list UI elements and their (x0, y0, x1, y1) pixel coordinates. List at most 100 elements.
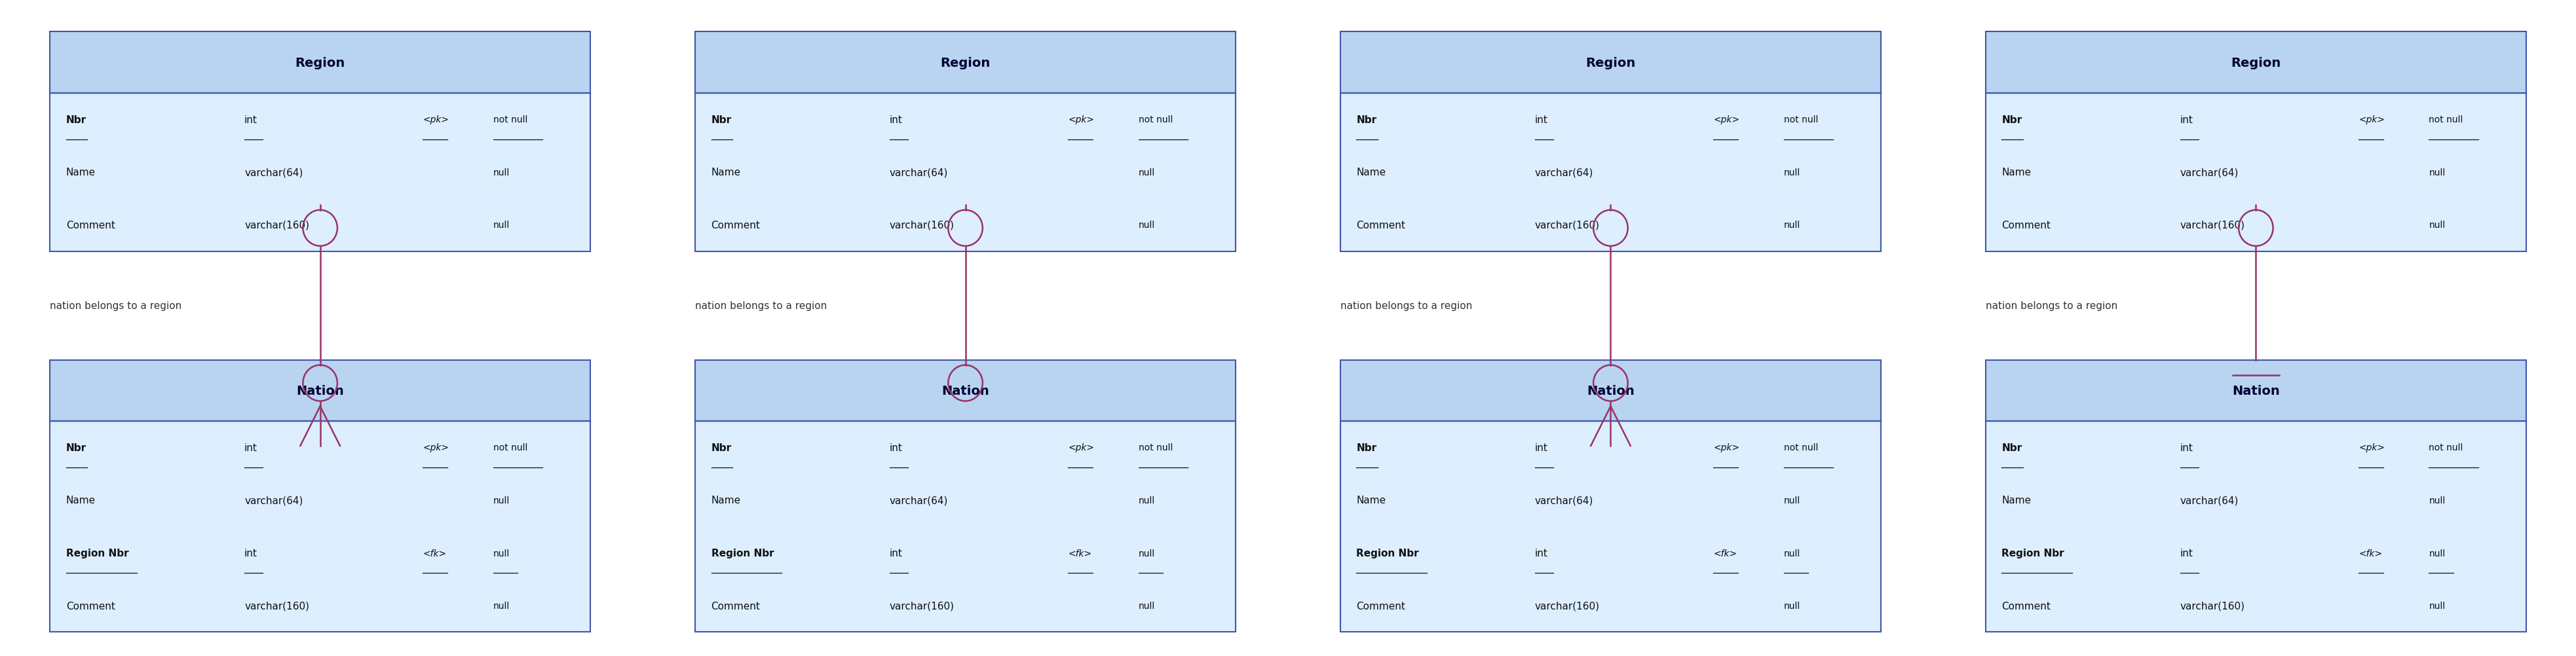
Text: Comment: Comment (2002, 601, 2050, 611)
Text: null: null (2429, 548, 2445, 558)
Text: Nbr: Nbr (1358, 115, 1376, 125)
Text: Name: Name (1358, 167, 1386, 177)
Bar (1986, 32, 2527, 93)
Text: null: null (1783, 168, 1801, 177)
Text: <pk>: <pk> (422, 115, 448, 124)
Text: <pk>: <pk> (1713, 115, 1739, 124)
Text: Region Nbr: Region Nbr (2002, 548, 2063, 558)
Bar (1340, 421, 1880, 632)
Text: null: null (1783, 548, 1801, 558)
Text: Nation: Nation (1587, 384, 1633, 397)
Text: Name: Name (2002, 495, 2032, 505)
Text: not null: not null (492, 443, 528, 452)
Text: <pk>: <pk> (2360, 443, 2385, 452)
Text: Comment: Comment (67, 601, 116, 611)
Text: int: int (889, 548, 902, 558)
Text: <fk>: <fk> (1713, 548, 1736, 558)
Text: varchar(160): varchar(160) (889, 601, 956, 611)
Text: Nation: Nation (296, 384, 345, 397)
Text: Comment: Comment (1358, 220, 1406, 230)
Text: varchar(64): varchar(64) (889, 167, 948, 177)
Text: <pk>: <pk> (2360, 115, 2385, 124)
Text: null: null (492, 601, 510, 610)
Text: varchar(160): varchar(160) (1535, 220, 1600, 230)
Text: not null: not null (1783, 115, 1819, 124)
Text: null: null (2429, 496, 2445, 505)
Bar (49, 360, 590, 421)
Text: int: int (1535, 443, 1548, 453)
Text: nation belongs to a region: nation belongs to a region (1986, 301, 2117, 311)
Text: varchar(64): varchar(64) (2179, 167, 2239, 177)
Text: Region Nbr: Region Nbr (1358, 548, 1419, 558)
Bar (696, 421, 1236, 632)
Bar (1340, 93, 1880, 251)
Text: nation belongs to a region: nation belongs to a region (696, 301, 827, 311)
Bar (696, 360, 1236, 421)
Text: not null: not null (2429, 115, 2463, 124)
Text: Comment: Comment (711, 601, 760, 611)
Text: varchar(64): varchar(64) (1535, 495, 1595, 505)
Text: int: int (245, 115, 258, 125)
Bar (1986, 360, 2527, 421)
Text: int: int (2179, 548, 2192, 558)
Text: varchar(160): varchar(160) (2179, 220, 2246, 230)
Text: nation belongs to a region: nation belongs to a region (1340, 301, 1471, 311)
Text: Comment: Comment (2002, 220, 2050, 230)
Text: <fk>: <fk> (2360, 548, 2383, 558)
Text: <pk>: <pk> (1069, 115, 1095, 124)
Text: Nbr: Nbr (67, 443, 88, 453)
Text: varchar(160): varchar(160) (245, 220, 309, 230)
Text: int: int (245, 443, 258, 453)
Text: not null: not null (2429, 443, 2463, 452)
Text: int: int (245, 548, 258, 558)
Text: int: int (2179, 115, 2192, 125)
Text: not null: not null (1783, 443, 1819, 452)
Text: null: null (492, 548, 510, 558)
Text: Nbr: Nbr (67, 115, 88, 125)
Text: null: null (1783, 601, 1801, 610)
Text: <fk>: <fk> (422, 548, 446, 558)
Text: Comment: Comment (1358, 601, 1406, 611)
Text: null: null (1139, 548, 1154, 558)
Text: null: null (492, 496, 510, 505)
Text: Region: Region (1587, 56, 1636, 69)
Text: varchar(64): varchar(64) (245, 167, 304, 177)
Text: not null: not null (1139, 115, 1172, 124)
Text: Nbr: Nbr (2002, 443, 2022, 453)
Text: <pk>: <pk> (1069, 443, 1095, 452)
Text: null: null (492, 220, 510, 230)
Text: int: int (1535, 548, 1548, 558)
Text: null: null (1139, 496, 1154, 505)
Text: null: null (1783, 220, 1801, 230)
Text: nation belongs to a region: nation belongs to a region (49, 301, 180, 311)
Bar (1340, 360, 1880, 421)
Text: null: null (2429, 601, 2445, 610)
Text: Name: Name (67, 495, 95, 505)
Bar (49, 32, 590, 93)
Text: varchar(64): varchar(64) (889, 495, 948, 505)
Text: int: int (1535, 115, 1548, 125)
Text: Comment: Comment (67, 220, 116, 230)
Text: null: null (2429, 220, 2445, 230)
Text: <fk>: <fk> (1069, 548, 1092, 558)
Text: Nbr: Nbr (711, 115, 732, 125)
Text: Name: Name (2002, 167, 2032, 177)
Text: varchar(160): varchar(160) (245, 601, 309, 611)
Bar (49, 421, 590, 632)
Text: Nation: Nation (2231, 384, 2280, 397)
Text: Region: Region (2231, 56, 2280, 69)
Bar (696, 32, 1236, 93)
Text: null: null (492, 168, 510, 177)
Bar (696, 93, 1236, 251)
Text: int: int (2179, 443, 2192, 453)
Text: Nbr: Nbr (2002, 115, 2022, 125)
Text: <pk>: <pk> (422, 443, 448, 452)
Text: not null: not null (492, 115, 528, 124)
Text: int: int (889, 443, 902, 453)
Text: Name: Name (711, 167, 742, 177)
Text: Name: Name (711, 495, 742, 505)
Bar (1986, 93, 2527, 251)
Bar (1340, 32, 1880, 93)
Text: null: null (2429, 168, 2445, 177)
Text: Region Nbr: Region Nbr (711, 548, 773, 558)
